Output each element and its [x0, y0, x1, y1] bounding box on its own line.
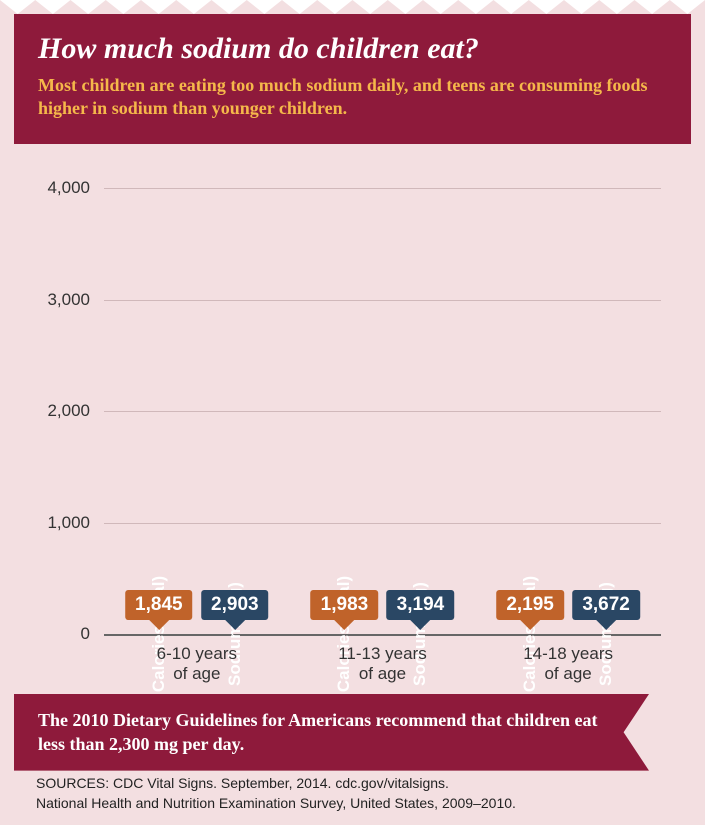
calories-value-tag: 1,845	[125, 590, 193, 620]
sodium-value-tag: 3,672	[572, 590, 640, 620]
page-title: How much sodium do children eat?	[38, 32, 667, 66]
x-tick-line1: 6-10 years	[104, 644, 290, 664]
y-axis-tick: 1,000	[34, 513, 104, 533]
gridline	[104, 411, 661, 412]
source-line: National Health and Nutrition Examinatio…	[36, 794, 669, 814]
x-tick-line2: of age	[475, 664, 661, 684]
gridline	[104, 523, 661, 524]
y-axis-tick: 3,000	[34, 290, 104, 310]
chart-plot-area: 01,0002,0003,0004,000Calories (kcal)1,84…	[104, 188, 661, 636]
sodium-value-tag: 3,194	[387, 590, 455, 620]
x-axis-tick: 11-13 yearsof age	[290, 634, 476, 685]
x-axis-tick: 6-10 yearsof age	[104, 634, 290, 685]
x-tick-line1: 14-18 years	[475, 644, 661, 664]
x-tick-line2: of age	[290, 664, 476, 684]
page-subtitle: Most children are eating too much sodium…	[38, 74, 667, 121]
calories-value-tag: 1,983	[311, 590, 379, 620]
y-axis-tick: 4,000	[34, 178, 104, 198]
sources-block: SOURCES: CDC Vital Signs. September, 201…	[36, 774, 669, 813]
header-band: How much sodium do children eat? Most ch…	[14, 14, 691, 144]
zigzag-top-edge	[0, 0, 705, 14]
x-axis-tick: 14-18 yearsof age	[475, 634, 661, 685]
recommendation-ribbon: The 2010 Dietary Guidelines for American…	[14, 694, 649, 771]
source-line: SOURCES: CDC Vital Signs. September, 201…	[36, 774, 669, 794]
gridline	[104, 300, 661, 301]
sodium-value-tag: 2,903	[201, 590, 269, 620]
chart-frame: 01,0002,0003,0004,000Calories (kcal)1,84…	[14, 158, 691, 694]
x-tick-line1: 11-13 years	[290, 644, 476, 664]
x-tick-line2: of age	[104, 664, 290, 684]
infographic-container: How much sodium do children eat? Most ch…	[0, 0, 705, 825]
calories-value-tag: 2,195	[496, 590, 564, 620]
gridline	[104, 188, 661, 189]
y-axis-tick: 0	[34, 624, 104, 644]
y-axis-tick: 2,000	[34, 401, 104, 421]
